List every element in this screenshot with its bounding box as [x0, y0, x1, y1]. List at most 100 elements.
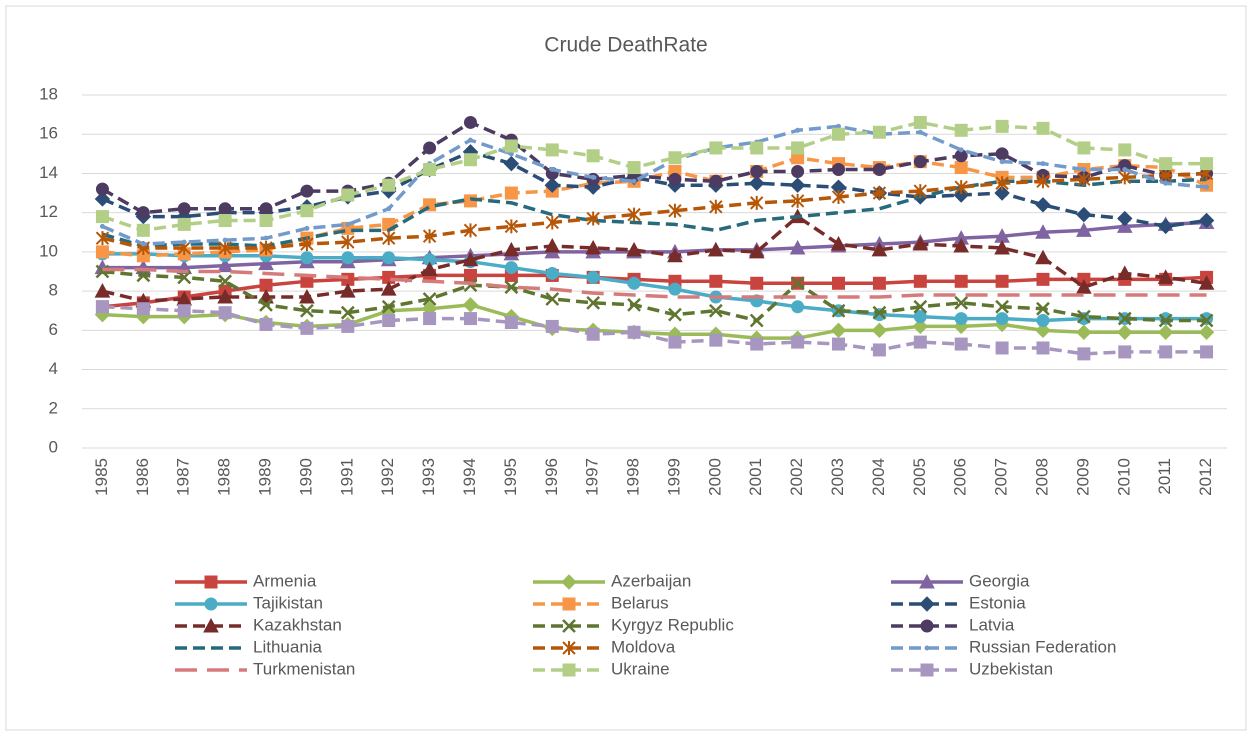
marker — [872, 276, 886, 290]
legend-label: Tajikistan — [253, 593, 323, 612]
marker — [463, 268, 477, 282]
marker — [1159, 157, 1173, 171]
marker — [750, 195, 764, 210]
x-tick-label: 2001 — [746, 458, 765, 496]
marker — [95, 300, 109, 314]
x-tick-label: 2004 — [869, 458, 888, 496]
series — [102, 267, 1207, 299]
marker — [995, 147, 1009, 161]
y-tick-label: 0 — [49, 437, 58, 456]
marker — [1122, 167, 1128, 173]
marker — [136, 206, 150, 220]
marker — [136, 302, 150, 316]
y-tick-label: 6 — [49, 320, 58, 339]
marker — [381, 299, 396, 314]
marker — [791, 141, 805, 155]
marker — [1036, 301, 1050, 316]
marker — [95, 210, 109, 224]
marker — [423, 163, 437, 177]
marker — [872, 163, 886, 177]
legend-label: Latvia — [969, 615, 1015, 634]
marker — [177, 270, 192, 285]
marker — [749, 175, 765, 191]
marker — [913, 310, 927, 324]
marker — [218, 240, 232, 255]
marker — [545, 143, 559, 157]
marker — [545, 215, 559, 230]
marker — [422, 229, 437, 244]
marker — [218, 214, 232, 228]
marker — [94, 283, 111, 298]
marker — [422, 292, 437, 306]
marker — [668, 203, 682, 218]
marker — [423, 312, 437, 326]
marker — [586, 327, 600, 341]
x-tick-label: 2012 — [1196, 458, 1215, 496]
marker — [95, 264, 110, 279]
x-tick-label: 2006 — [951, 458, 970, 496]
marker — [999, 159, 1005, 165]
legend-marker — [920, 663, 934, 677]
marker — [750, 164, 764, 178]
chart-title: Crude DeathRate — [544, 34, 707, 57]
marker — [795, 127, 801, 133]
y-tick-label: 2 — [49, 398, 58, 417]
marker — [1118, 170, 1132, 185]
legend-marker — [561, 574, 577, 590]
marker — [1077, 347, 1091, 361]
marker — [1198, 212, 1215, 229]
marker — [709, 274, 723, 288]
marker — [95, 245, 109, 259]
marker — [750, 141, 764, 155]
x-tick-label: 1988 — [215, 458, 234, 496]
marker — [830, 235, 847, 251]
marker — [222, 237, 228, 243]
marker — [340, 305, 355, 320]
marker — [380, 281, 397, 296]
legend-marker — [920, 619, 934, 633]
marker — [590, 174, 596, 180]
marker — [300, 237, 314, 252]
legend-marker — [562, 641, 576, 655]
marker — [218, 202, 232, 216]
marker — [95, 231, 110, 246]
marker — [748, 243, 765, 259]
marker — [140, 241, 146, 247]
marker — [545, 292, 560, 306]
marker — [1077, 172, 1091, 187]
series-line — [102, 267, 1207, 299]
marker — [586, 270, 600, 284]
marker — [790, 276, 805, 291]
y-tick-label: 18 — [39, 84, 58, 103]
marker — [258, 255, 274, 271]
marker — [341, 251, 355, 265]
marker — [750, 337, 764, 351]
marker — [386, 206, 392, 212]
legend-label: Azerbaijan — [611, 571, 691, 590]
x-tick-label: 1990 — [296, 458, 315, 496]
marker — [1081, 167, 1087, 173]
x-tick-label: 1998 — [624, 458, 643, 496]
x-tick-label: 1991 — [337, 458, 356, 496]
marker — [463, 278, 478, 293]
marker — [504, 261, 518, 275]
marker — [544, 177, 560, 193]
marker — [709, 141, 723, 155]
marker — [259, 214, 273, 228]
marker — [1076, 324, 1092, 341]
marker — [1200, 312, 1214, 326]
marker — [1163, 180, 1169, 186]
series-line — [101, 150, 1207, 229]
marker — [1198, 324, 1215, 341]
marker — [1035, 322, 1051, 339]
marker — [341, 235, 355, 250]
legend-label: Lithuania — [253, 637, 323, 656]
marker — [708, 241, 724, 257]
marker — [1036, 174, 1050, 189]
marker — [789, 177, 806, 193]
marker — [954, 312, 968, 326]
marker — [627, 276, 641, 290]
marker — [995, 341, 1009, 355]
marker — [790, 193, 805, 208]
marker — [462, 297, 479, 313]
